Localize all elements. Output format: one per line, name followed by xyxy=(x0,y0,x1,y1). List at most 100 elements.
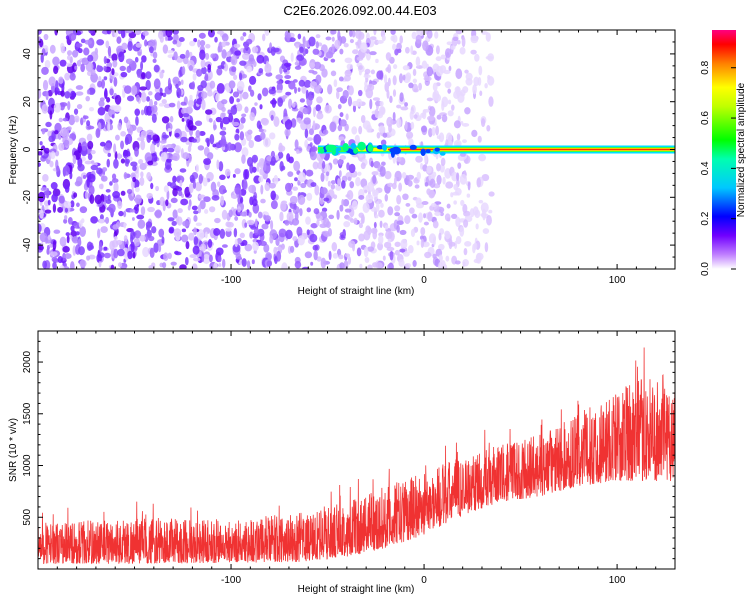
noise-blob xyxy=(216,67,223,76)
noise-blob xyxy=(182,113,190,118)
noise-blob xyxy=(284,128,291,137)
noise-blob xyxy=(295,149,300,155)
noise-blob xyxy=(172,30,179,35)
noise-blob xyxy=(193,227,197,236)
noise-blob xyxy=(73,108,79,115)
noise-blob xyxy=(465,72,473,81)
noise-blob xyxy=(461,36,466,48)
noise-blob xyxy=(406,174,415,180)
noise-blob xyxy=(80,117,84,126)
noise-blob xyxy=(390,30,396,35)
noise-blob xyxy=(251,46,259,54)
noise-blob xyxy=(217,255,222,263)
noise-blob xyxy=(108,203,116,214)
noise-blob xyxy=(96,253,102,263)
noise-blob xyxy=(331,36,335,42)
noise-blob xyxy=(137,73,141,78)
noise-blob xyxy=(181,234,189,243)
noise-blob xyxy=(235,103,243,112)
noise-blob xyxy=(123,222,127,229)
noise-blob xyxy=(48,76,56,87)
noise-blob xyxy=(364,256,370,264)
noise-blob xyxy=(410,121,415,130)
noise-blob xyxy=(242,32,247,37)
noise-blob xyxy=(63,139,70,146)
noise-blob xyxy=(297,33,302,40)
noise-blob xyxy=(288,98,293,110)
noise-blob xyxy=(325,36,332,41)
noise-blob xyxy=(294,139,299,149)
noise-blob xyxy=(222,258,226,269)
noise-blob xyxy=(478,199,484,204)
noise-blob xyxy=(113,248,119,259)
noise-blob xyxy=(135,115,139,126)
noise-blob xyxy=(38,151,43,156)
noise-blob xyxy=(320,187,328,195)
noise-blob xyxy=(59,236,67,247)
noise-blob xyxy=(42,79,49,91)
noise-blob xyxy=(277,151,284,159)
noise-blob xyxy=(234,184,241,195)
noise-blob xyxy=(113,236,118,241)
noise-blob xyxy=(434,211,441,217)
noise-blob xyxy=(344,57,353,64)
noise-blob xyxy=(244,222,248,228)
colorbar-tick-label: 0.2 xyxy=(700,211,711,225)
noise-blob xyxy=(279,66,283,75)
noise-blob xyxy=(179,168,187,173)
noise-blob xyxy=(365,193,374,204)
noise-blob xyxy=(284,119,293,130)
noise-blob xyxy=(342,89,349,99)
noise-blob xyxy=(438,261,444,269)
carrier-line-core xyxy=(387,148,675,151)
noise-blob xyxy=(167,217,175,222)
noise-blob xyxy=(152,51,158,59)
noise-blob xyxy=(63,201,72,208)
noise-blob xyxy=(370,69,376,75)
noise-blob xyxy=(476,177,482,188)
noise-blob xyxy=(363,74,371,79)
noise-blob xyxy=(308,36,316,47)
noise-blob xyxy=(147,39,156,47)
noise-blob xyxy=(81,141,87,152)
noise-blob xyxy=(78,220,83,228)
noise-blob xyxy=(260,198,266,204)
noise-blob xyxy=(124,85,132,94)
noise-blob xyxy=(134,186,140,193)
noise-blob xyxy=(399,248,406,253)
noise-blob xyxy=(90,72,99,83)
noise-blob xyxy=(386,116,393,128)
noise-blob xyxy=(404,215,411,225)
noise-blob xyxy=(218,184,227,195)
noise-blob xyxy=(188,232,195,241)
noise-blob xyxy=(90,164,98,171)
noise-blob xyxy=(324,104,332,114)
noise-blob xyxy=(87,153,93,161)
noise-blob xyxy=(277,97,283,107)
noise-blob xyxy=(290,118,297,128)
noise-blob xyxy=(191,138,198,143)
noise-blob xyxy=(151,113,157,123)
noise-blob xyxy=(59,265,65,269)
noise-blob xyxy=(382,132,388,138)
noise-blob xyxy=(346,63,354,70)
noise-blob xyxy=(189,94,193,99)
noise-blob xyxy=(198,194,206,199)
noise-blob xyxy=(334,39,341,50)
noise-blob xyxy=(146,172,152,181)
noise-blob xyxy=(415,155,423,163)
noise-blob xyxy=(280,165,286,171)
noise-blob xyxy=(115,221,121,228)
noise-blob xyxy=(167,77,171,89)
noise-blob xyxy=(320,257,327,269)
noise-blob xyxy=(123,210,127,218)
noise-blob xyxy=(229,96,235,105)
noise-blob xyxy=(445,181,454,189)
noise-blob xyxy=(431,202,437,208)
noise-blob xyxy=(288,156,294,164)
noise-blob xyxy=(332,252,339,259)
noise-blob xyxy=(263,160,267,172)
noise-blob xyxy=(221,126,227,131)
noise-blob xyxy=(410,228,416,238)
